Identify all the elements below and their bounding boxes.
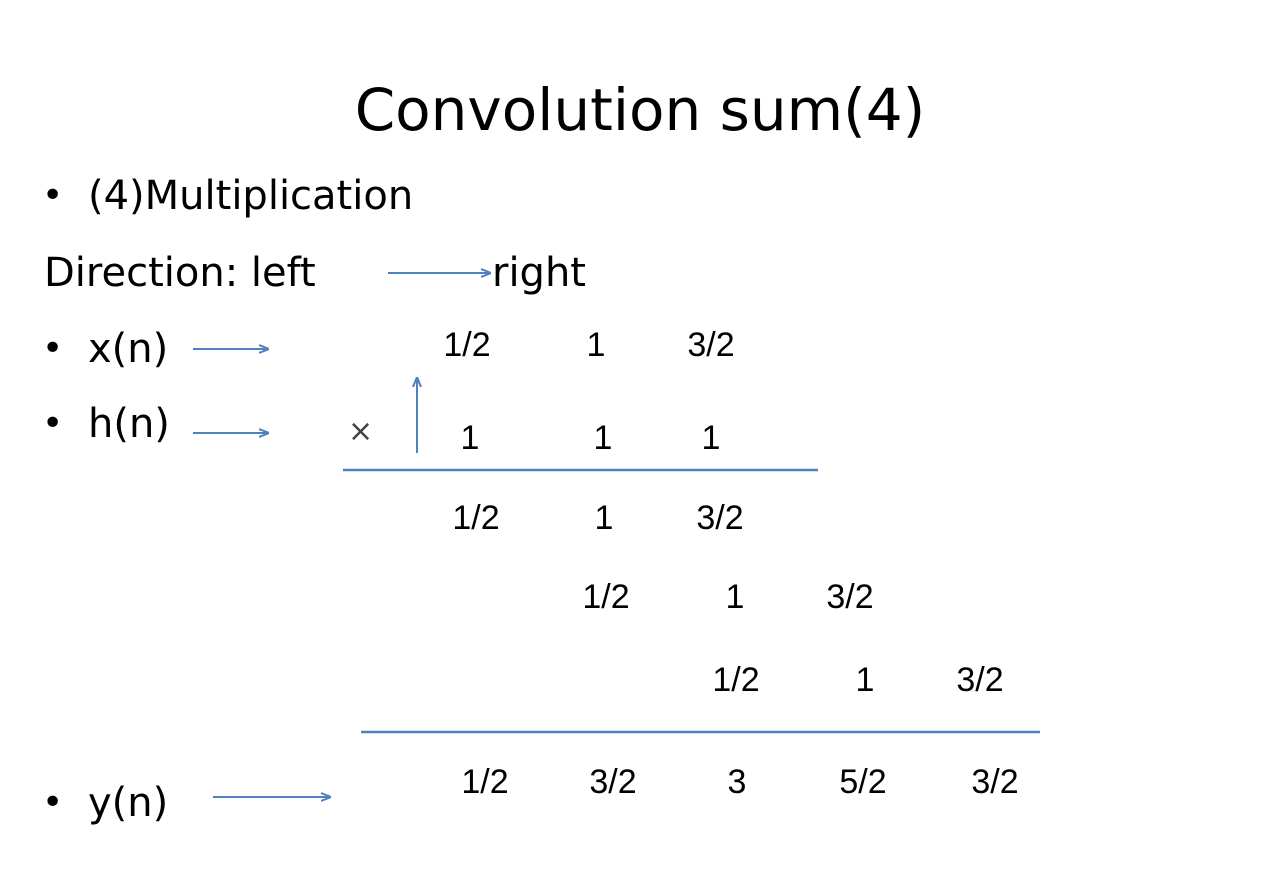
partial-product: 3/2: [826, 578, 874, 616]
partial-product: 3/2: [956, 661, 1004, 699]
multiply-sign: ×: [348, 414, 374, 449]
x-value: 1: [586, 326, 606, 364]
h-value: 1: [593, 419, 613, 457]
bullet-dot: •: [42, 782, 64, 823]
y-value: 5/2: [839, 763, 887, 801]
direction-label: Direction: left: [44, 250, 316, 296]
slide-title: Convolution sum(4): [354, 76, 926, 144]
y-value: 3/2: [971, 763, 1019, 801]
partial-product: 1: [855, 661, 875, 699]
partial-product: 1: [725, 578, 745, 616]
x-value: 3/2: [687, 326, 735, 364]
h-sequence-label: h(n): [88, 401, 170, 447]
y-value: 1/2: [461, 763, 509, 801]
bullet-dot: •: [42, 328, 64, 369]
partial-product: 1/2: [712, 661, 760, 699]
bullet-dot: •: [42, 403, 64, 444]
y-sequence-label: y(n): [88, 780, 169, 826]
partial-product: 1: [594, 499, 614, 537]
y-value: 3/2: [589, 763, 637, 801]
partial-product: 3/2: [696, 499, 744, 537]
y-value: 3: [727, 763, 747, 801]
partial-product: 1/2: [452, 499, 500, 537]
h-value: 1: [460, 419, 480, 457]
h-value: 1: [701, 419, 721, 457]
x-value: 1/2: [443, 326, 491, 364]
partial-product: 1/2: [582, 578, 630, 616]
multiplication-heading: (4)Multiplication: [88, 173, 414, 219]
direction-right-label: right: [492, 250, 586, 296]
x-sequence-label: x(n): [88, 326, 169, 372]
bullet-dot: •: [42, 175, 64, 216]
